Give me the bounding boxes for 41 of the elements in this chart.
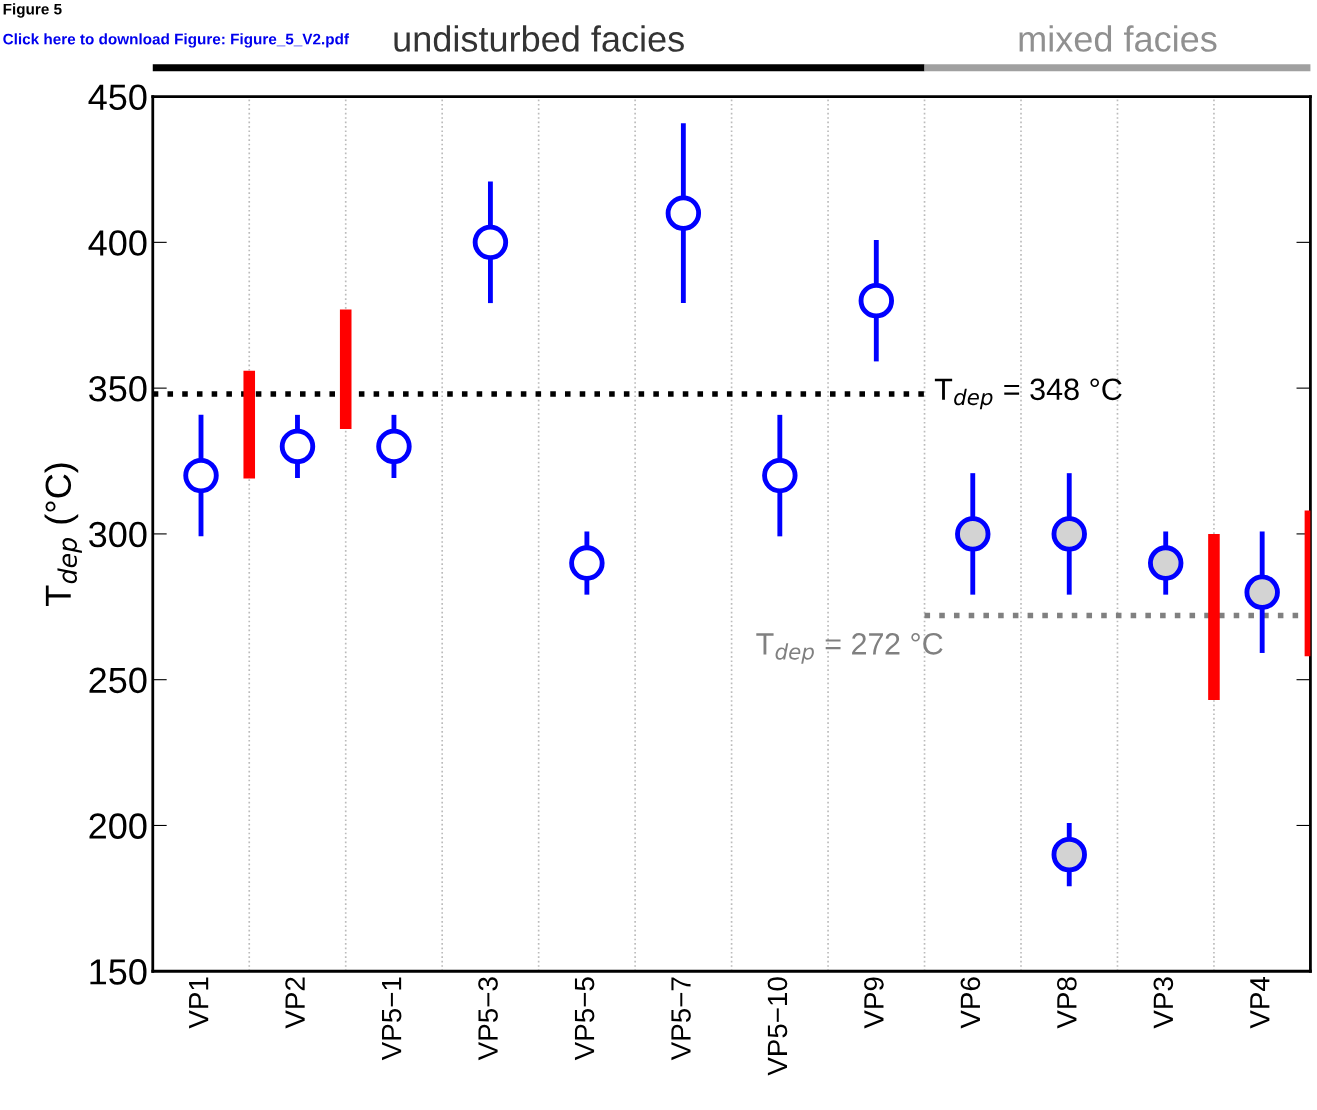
point: [569, 545, 605, 581]
x-tick-label: VP9: [864, 977, 884, 1029]
point: [472, 224, 509, 261]
point: [762, 457, 798, 494]
x-tick-label: VP5−7: [671, 977, 691, 1061]
x-tick-label: VP2: [285, 977, 305, 1029]
bar: [339, 309, 352, 429]
text: Click here to download Figure: Figure_5_V2.pdf: [3, 33, 350, 48]
y-tick-label: 350: [89, 376, 147, 402]
ref-line-label: T$_{dep}$ = 272 °C: [756, 633, 943, 664]
point: [665, 195, 702, 231]
x-tick-label: VP6: [960, 977, 981, 1029]
point: [183, 457, 219, 494]
y-tick-label: 150: [90, 959, 147, 985]
x-tick-label: VP5−10: [767, 977, 788, 1076]
x-tick-label: VP3: [1153, 977, 1174, 1029]
point: [1244, 574, 1280, 610]
point: [955, 516, 991, 552]
x-tick-label: VP4: [1250, 976, 1270, 1029]
caption: Figure 5: [3, 3, 62, 18]
point: [1148, 545, 1184, 581]
point: [1051, 516, 1087, 552]
ref-line-label: T$_{dep}$ = 348 °C: [934, 378, 1122, 410]
point: [376, 428, 412, 465]
point: [279, 428, 316, 465]
x-tick-label: VP8: [1057, 977, 1077, 1029]
y-tick-label: 450: [88, 84, 147, 111]
bar: [243, 370, 256, 479]
x-tick-label: VP5−1: [382, 977, 402, 1061]
text: mixed facies: [1019, 25, 1217, 52]
y-axis-title: T$_{dep}$ (°C): [44, 463, 82, 607]
y-tick-label: 300: [89, 521, 147, 548]
point: [1051, 836, 1087, 873]
text: undisturbed facies: [394, 25, 684, 52]
x-tick-label: VP5−5: [574, 977, 595, 1061]
y-tick-label: 250: [89, 667, 147, 694]
x-tick-label: VP1: [189, 977, 209, 1029]
point: [858, 282, 895, 319]
y-tick-label: 200: [89, 813, 147, 839]
x-tick-label: VP5−3: [478, 977, 498, 1061]
y-tick-label: 400: [88, 230, 147, 256]
